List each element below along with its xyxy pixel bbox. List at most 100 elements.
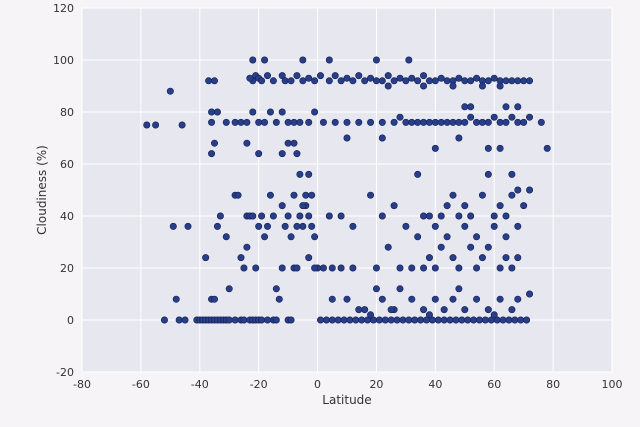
data-point [414, 77, 422, 85]
data-point [381, 316, 389, 324]
data-point [478, 118, 486, 126]
data-point [508, 264, 516, 272]
y-tick-label: 40 [60, 210, 74, 223]
data-point [225, 285, 233, 293]
x-tick-label: 20 [369, 378, 383, 391]
data-point [431, 264, 439, 272]
x-tick-label: 60 [487, 378, 501, 391]
data-point [467, 113, 475, 121]
data-point [455, 134, 463, 142]
data-point [417, 316, 425, 324]
data-point [225, 316, 233, 324]
data-point [458, 316, 466, 324]
data-point [520, 77, 528, 85]
data-point [408, 264, 416, 272]
data-point [449, 118, 457, 126]
data-point [378, 77, 386, 85]
data-point [420, 264, 428, 272]
data-point [305, 254, 313, 262]
data-point [246, 74, 254, 82]
data-point [278, 150, 286, 158]
data-point [514, 254, 522, 262]
data-point [378, 118, 386, 126]
data-point [284, 212, 292, 220]
data-point [231, 118, 239, 126]
data-point [484, 306, 492, 314]
x-tick-label: -60 [132, 378, 150, 391]
data-point [455, 285, 463, 293]
data-point [431, 118, 439, 126]
data-point [508, 170, 516, 178]
data-point [372, 56, 380, 64]
data-point [455, 212, 463, 220]
data-point [408, 118, 416, 126]
data-points [143, 56, 551, 324]
data-point [420, 118, 428, 126]
data-point [367, 118, 375, 126]
data-point [402, 118, 410, 126]
plot-background [82, 8, 612, 372]
data-point [296, 170, 304, 178]
data-point [331, 118, 339, 126]
x-tick-label: 0 [314, 378, 321, 391]
data-point [322, 316, 330, 324]
data-point [172, 295, 180, 303]
data-point [514, 186, 522, 194]
data-point [290, 118, 298, 126]
y-tick-label: 120 [53, 2, 74, 15]
data-point [325, 77, 333, 85]
data-point [178, 121, 186, 129]
grid-lines [81, 7, 613, 373]
data-point [473, 295, 481, 303]
data-point [505, 316, 513, 324]
data-point [420, 212, 428, 220]
data-point [514, 295, 522, 303]
data-point [414, 170, 422, 178]
data-point [287, 316, 295, 324]
data-point [293, 150, 301, 158]
data-point [414, 233, 422, 241]
data-point [290, 191, 298, 199]
data-point [340, 316, 348, 324]
data-point [384, 72, 392, 80]
data-point [263, 222, 271, 230]
data-point [249, 212, 257, 220]
data-point [390, 118, 398, 126]
data-point [408, 295, 416, 303]
data-point [511, 316, 519, 324]
data-point [278, 264, 286, 272]
x-tick-label: -80 [73, 378, 91, 391]
y-tick-label: -20 [56, 366, 74, 379]
data-point [211, 295, 219, 303]
x-tick-label: -20 [250, 378, 268, 391]
data-point [293, 264, 301, 272]
data-point [290, 139, 298, 147]
data-point [455, 74, 463, 82]
data-point [343, 118, 351, 126]
data-point [461, 118, 469, 126]
data-point [243, 139, 251, 147]
data-point [461, 202, 469, 210]
data-point [352, 316, 360, 324]
data-point [390, 77, 398, 85]
data-point [299, 202, 307, 210]
data-point [311, 233, 319, 241]
data-point [443, 118, 451, 126]
data-point [484, 118, 492, 126]
data-point [496, 144, 504, 152]
data-point [222, 233, 230, 241]
data-point [166, 87, 174, 95]
data-point [526, 186, 534, 194]
data-point [484, 170, 492, 178]
data-point [311, 108, 319, 116]
y-tick-label: 100 [53, 54, 74, 67]
data-point [455, 118, 463, 126]
data-point [284, 139, 292, 147]
data-point [490, 311, 498, 319]
data-point [543, 144, 551, 152]
data-point [390, 202, 398, 210]
data-point [526, 77, 534, 85]
data-point [481, 316, 489, 324]
data-point [269, 77, 277, 85]
